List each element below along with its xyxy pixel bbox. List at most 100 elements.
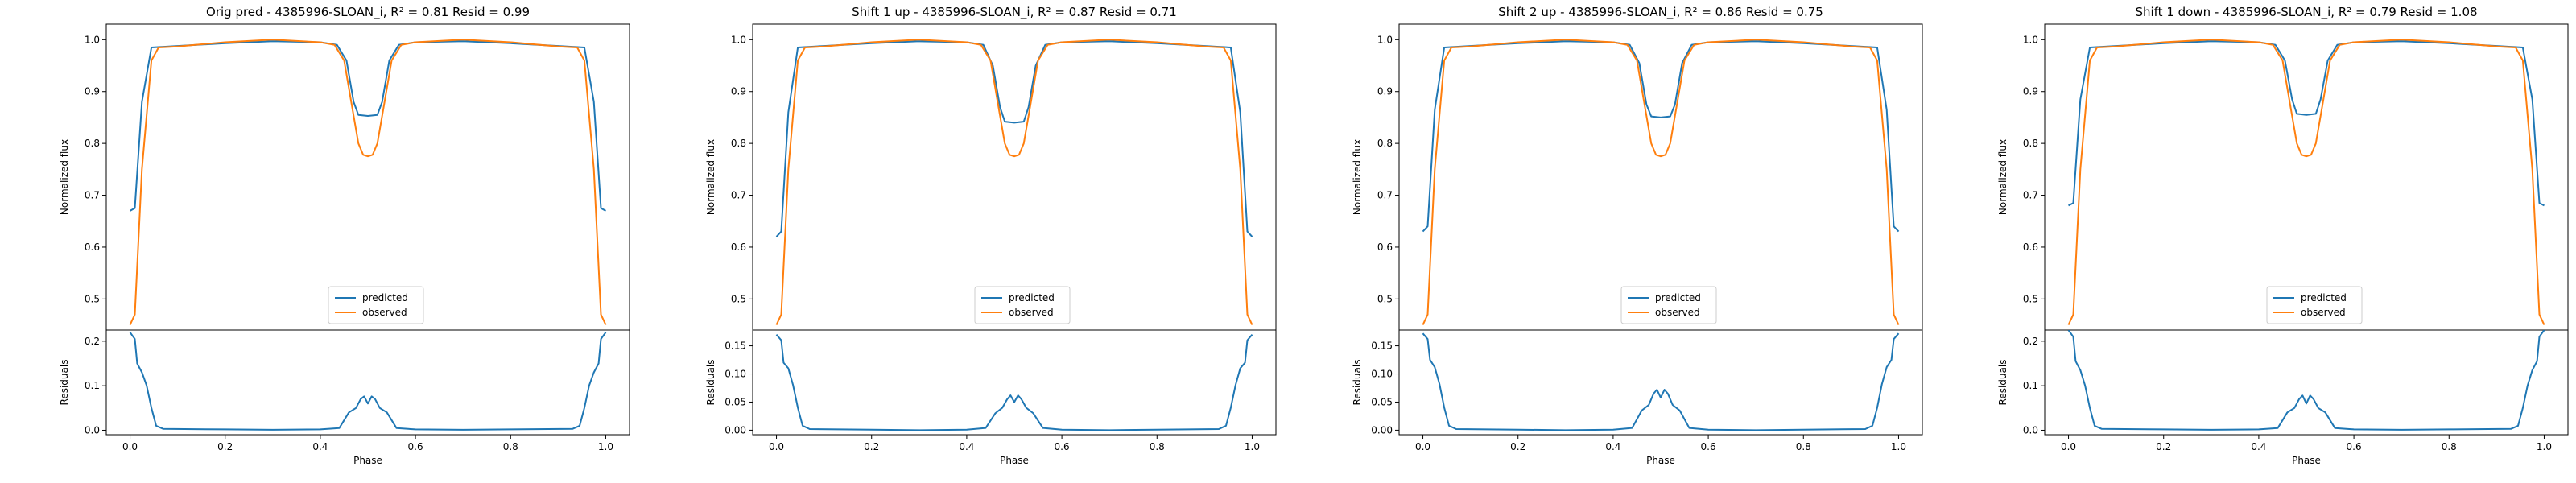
- x-tick-label: 0.2: [864, 441, 879, 452]
- predicted-line: [2068, 40, 2545, 207]
- legend-label-observed: observed: [362, 307, 407, 318]
- x-tick-label: 1.0: [598, 441, 613, 452]
- residual-y-tick-label: 0.2: [85, 336, 100, 347]
- residual-y-tick-label: 0.10: [1371, 369, 1393, 380]
- observed-line: [775, 39, 1253, 326]
- legend-box: [1620, 286, 1717, 324]
- predicted-line: [130, 40, 606, 212]
- x-tick-label: 0.0: [2061, 441, 2076, 452]
- residual-y-tick-label: 0.00: [724, 424, 746, 436]
- residual-y-tick-label: 0.0: [85, 424, 100, 436]
- x-axis-label: Phase: [1000, 455, 1029, 466]
- residual-y-axis-label: Residuals: [59, 360, 70, 406]
- legend-label-predicted: predicted: [1009, 292, 1055, 303]
- legend-box: [2266, 286, 2363, 324]
- x-tick-label: 0.4: [1605, 441, 1620, 452]
- residual-y-tick-label: 0.05: [724, 396, 746, 407]
- y-tick-label: 0.8: [85, 138, 100, 149]
- chart-panel-1: Orig pred - 4385996-SLOAN_i, R² = 0.81 R…: [59, 5, 630, 466]
- residual-y-tick-label: 0.15: [1371, 341, 1393, 352]
- chart-panel-4: Shift 1 down - 4385996-SLOAN_i, R² = 0.7…: [1997, 5, 2569, 466]
- residual-y-tick-label: 0.1: [85, 380, 100, 391]
- y-tick-label: 0.8: [1377, 138, 1393, 149]
- x-axis-label: Phase: [353, 455, 382, 466]
- x-axis-label: Phase: [2292, 455, 2321, 466]
- y-tick-label: 0.9: [2023, 86, 2038, 97]
- legend-label-observed: observed: [1009, 307, 1054, 318]
- residual-y-axis-label: Residuals: [1997, 360, 2008, 406]
- x-tick-label: 0.0: [122, 441, 138, 452]
- bottom-axes-frame: [1398, 329, 1923, 436]
- y-tick-label: 0.9: [731, 86, 746, 97]
- top-axes-frame: [2044, 23, 2569, 331]
- x-tick-label: 0.2: [1510, 441, 1525, 452]
- bottom-axes-frame: [105, 329, 630, 436]
- residual-y-tick-label: 0.2: [2023, 336, 2038, 347]
- residual-y-tick-label: 0.0: [2023, 424, 2038, 436]
- x-tick-label: 0.4: [959, 441, 974, 452]
- x-tick-label: 0.2: [2156, 441, 2171, 452]
- legend-label-observed: observed: [2301, 307, 2346, 318]
- legend-label-predicted: predicted: [362, 292, 408, 303]
- x-tick-label: 0.6: [1701, 441, 1716, 452]
- x-tick-label: 0.6: [1055, 441, 1070, 452]
- y-axis-label: Normalized flux: [1997, 139, 2008, 215]
- y-tick-label: 0.5: [731, 293, 746, 304]
- observed-line: [1422, 39, 1900, 326]
- y-tick-label: 0.6: [2023, 242, 2038, 253]
- x-tick-label: 0.4: [2251, 441, 2266, 452]
- y-tick-label: 0.5: [2023, 293, 2038, 304]
- y-tick-label: 0.7: [1377, 190, 1393, 201]
- x-tick-label: 1.0: [2537, 441, 2552, 452]
- chart-panel-2: Shift 1 up - 4385996-SLOAN_i, R² = 0.87 …: [705, 5, 1277, 466]
- x-tick-label: 0.8: [503, 441, 518, 452]
- residual-y-tick-label: 0.05: [1371, 396, 1393, 407]
- x-tick-label: 0.2: [217, 441, 233, 452]
- x-tick-label: 0.8: [1150, 441, 1165, 452]
- y-tick-label: 1.0: [85, 34, 100, 45]
- x-tick-label: 0.8: [2442, 441, 2457, 452]
- top-axes-frame: [752, 23, 1277, 331]
- y-tick-label: 0.5: [85, 293, 100, 304]
- predicted-line: [775, 40, 1253, 237]
- top-axes-frame: [105, 23, 630, 331]
- y-tick-label: 1.0: [2023, 34, 2038, 45]
- residual-line: [129, 332, 607, 431]
- y-tick-label: 1.0: [1377, 34, 1393, 45]
- legend-label-observed: observed: [1655, 307, 1700, 318]
- legend: predicted observed: [328, 286, 424, 324]
- top-axes-frame: [1398, 23, 1923, 331]
- residual-y-axis-label: Residuals: [1352, 360, 1363, 406]
- predicted-line: [1422, 40, 1900, 233]
- observed-line: [129, 39, 607, 326]
- chart-title: Orig pred - 4385996-SLOAN_i, R² = 0.81 R…: [206, 5, 530, 20]
- bottom-axes-frame: [2044, 329, 2569, 436]
- legend-label-predicted: predicted: [2301, 292, 2347, 303]
- residual-y-tick-label: 0.1: [2023, 380, 2038, 391]
- residual-line: [2067, 330, 2545, 431]
- y-tick-label: 0.6: [731, 242, 746, 253]
- residual-line: [775, 333, 1253, 431]
- y-tick-label: 1.0: [731, 34, 746, 45]
- x-tick-label: 0.0: [1415, 441, 1430, 452]
- x-tick-label: 0.0: [769, 441, 784, 452]
- residual-line: [1422, 332, 1900, 431]
- y-tick-label: 0.7: [731, 190, 746, 201]
- y-axis-label: Normalized flux: [705, 139, 716, 215]
- x-tick-label: 0.6: [408, 441, 423, 452]
- y-tick-label: 0.9: [85, 86, 100, 97]
- y-tick-label: 0.6: [1377, 242, 1393, 253]
- y-tick-label: 0.8: [2023, 138, 2038, 149]
- x-tick-label: 0.4: [312, 441, 328, 452]
- y-tick-label: 0.7: [85, 190, 100, 201]
- y-tick-label: 0.5: [1377, 293, 1393, 304]
- legend-box: [974, 286, 1071, 324]
- x-tick-label: 1.0: [1245, 441, 1260, 452]
- legend-box: [328, 286, 424, 324]
- chart-panel-3: Shift 2 up - 4385996-SLOAN_i, R² = 0.86 …: [1352, 5, 1923, 466]
- x-tick-label: 0.6: [2347, 441, 2362, 452]
- chart-title: Shift 1 up - 4385996-SLOAN_i, R² = 0.87 …: [852, 5, 1177, 20]
- y-tick-label: 0.6: [85, 242, 100, 253]
- residual-y-axis-label: Residuals: [705, 360, 716, 406]
